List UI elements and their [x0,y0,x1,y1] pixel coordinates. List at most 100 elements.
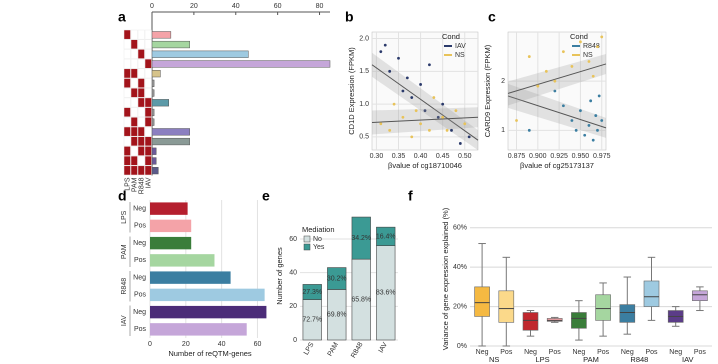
point [401,115,405,119]
y-tick-label: 20 [289,303,297,310]
x-tick-label: 60 [254,341,262,348]
x-tick-label: 0.50 [458,153,472,160]
matrix-cell [137,146,145,156]
legend-label: No [313,236,322,243]
matrix-cell [144,117,152,127]
matrix-cell [137,78,145,88]
matrix-cell [144,165,152,176]
matrix-cell [144,87,152,98]
point [583,133,587,137]
matrix-cell [137,68,145,79]
y-tick-label: 1.0 [359,101,369,108]
point [397,56,400,60]
point [388,69,392,73]
x-tick-label: Neg [476,349,489,356]
x-tick-label: 0 [150,3,154,10]
x-tick-label: Pos [645,349,658,356]
matrix-cell [123,146,131,156]
point [432,96,436,99]
bar-segment [327,267,347,290]
point [553,89,557,93]
matrix-cell [123,117,131,127]
x-tick-label: 60 [274,3,282,10]
matrix-cell [137,97,145,108]
point [458,142,462,145]
point [467,135,471,139]
share-label: 83.6% [376,290,396,297]
matrix-cell [130,78,138,88]
matrix-cell [144,78,152,88]
bar [151,167,159,175]
point [414,109,418,113]
point [405,76,409,80]
point [527,128,531,132]
x-axis-label: βvalue of cg25173137 [520,161,594,170]
x-tick-label: Pos [500,349,513,356]
point [454,109,458,113]
matrix-cell [130,49,138,59]
legend-key [303,243,311,251]
point [579,109,582,113]
share-label: 72.7% [302,317,322,324]
panel-label: a [118,9,126,25]
matrix-cell [130,97,138,108]
y-tick-label: 0 [293,337,297,344]
x-tick-label: 0.30 [370,153,384,160]
box [692,290,708,301]
x-tick-label: 0 [148,341,152,348]
y-tick-label: 1 [501,127,505,134]
point [423,109,427,113]
confidence-band [508,83,606,138]
group-label: IAV [121,315,128,326]
point [419,83,422,86]
point [570,119,574,122]
group-label: R848 [630,355,648,364]
group-label: PAM [583,355,599,364]
set-label: R848 [138,177,145,194]
x-tick-label: Neg [669,349,682,356]
share-label: 34.2% [351,235,371,242]
x-tick-label: 40 [218,341,226,348]
x-tick-label: LPS [303,341,316,356]
bar-segment [302,284,322,300]
matrix-cell [123,97,131,108]
point [392,102,396,106]
point [401,89,405,93]
matrix-cell [137,29,145,40]
matrix-cell [123,29,131,40]
point [561,50,565,54]
matrix-cell [144,49,152,59]
bar [150,271,231,284]
y-tick-label: Neg [133,309,146,316]
point [536,84,540,88]
legend-title: Cond [570,32,588,41]
matrix-cell [130,126,138,137]
point [445,128,449,132]
y-tick-label: 40% [453,264,467,271]
box [522,312,539,331]
trend-line [371,64,479,141]
x-tick-label: R848 [350,341,364,359]
y-tick-label: Pos [134,326,147,333]
point [574,128,578,132]
y-tick-label: 0.5 [359,134,369,141]
bar [151,50,249,58]
bar [150,254,215,267]
point [527,55,531,58]
box [643,280,660,307]
x-tick-label: 0.40 [414,153,428,160]
x-tick-label: 0.925 [550,153,568,160]
group-label: LPS [536,355,550,364]
bar [151,147,157,155]
matrix-cell [144,97,152,108]
legend-label: R848 [583,43,600,50]
point [450,128,453,132]
bar [150,323,247,336]
point [419,122,422,126]
panel-label: f [408,188,413,204]
group-label: R848 [121,278,128,295]
point [553,79,557,83]
trend-line [507,95,607,129]
x-tick-label: PAM [327,341,340,357]
